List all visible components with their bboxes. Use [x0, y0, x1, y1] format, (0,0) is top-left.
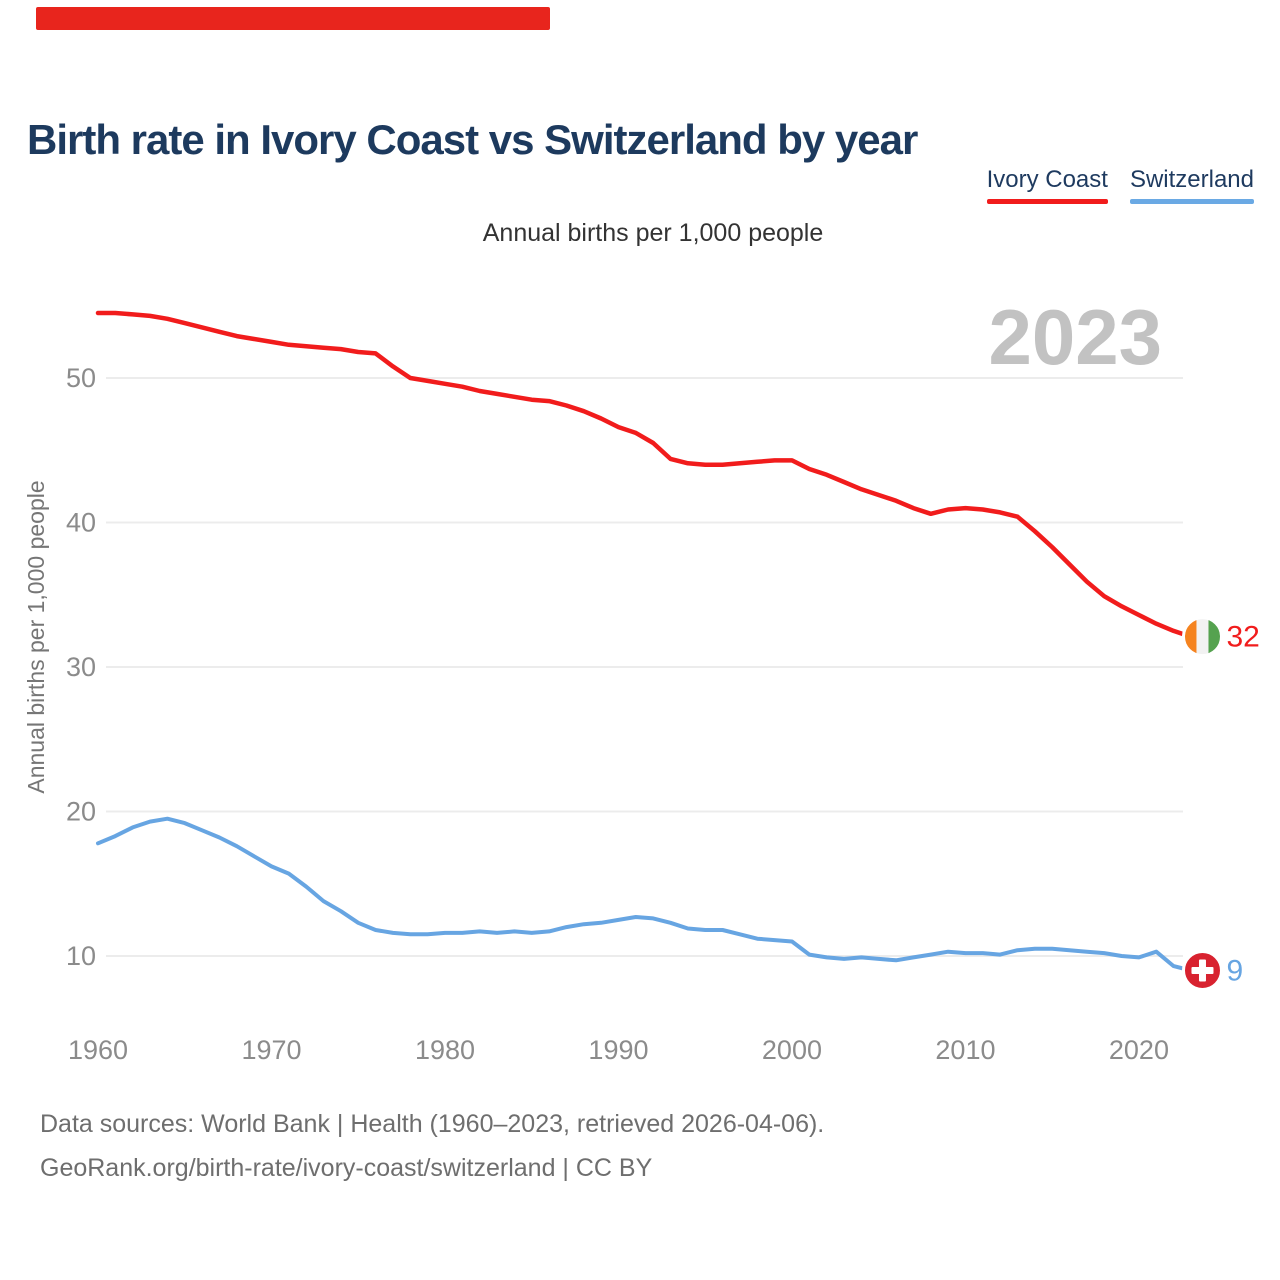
x-tick-2020: 2020	[1109, 1035, 1169, 1065]
footer-url-line: GeoRank.org/birth-rate/ivory-coast/switz…	[40, 1154, 653, 1182]
chart-unit-subtitle: Annual births per 1,000 people	[482, 219, 824, 247]
x-tick-1970: 1970	[241, 1035, 301, 1065]
y-tick-50: 50	[66, 363, 96, 393]
y-tick-30: 30	[66, 652, 96, 682]
legend-item-switzerland[interactable]: Switzerland	[1129, 166, 1254, 204]
y-tick-10: 10	[66, 941, 96, 971]
switzerland-end-value-label: 9	[1226, 954, 1243, 987]
legend-label-switzerland: Switzerland	[1129, 166, 1254, 193]
legend-underline-switzerland	[1129, 199, 1254, 204]
switzerland-line[interactable]	[96, 816, 1193, 973]
top-accent-bar	[36, 7, 550, 30]
x-tick-2000: 2000	[762, 1035, 822, 1065]
y-tick-40: 40	[66, 508, 96, 538]
x-tick-1960: 1960	[68, 1035, 128, 1065]
ivory-coast-line[interactable]	[95, 310, 1194, 639]
x-tick-1990: 1990	[588, 1035, 648, 1065]
switzerland-flag-icon	[1181, 949, 1223, 991]
footer-sources-line: Data sources: World Bank | Health (1960–…	[40, 1110, 825, 1138]
y-tick-20: 20	[66, 797, 96, 827]
legend-item-ivory-coast[interactable]: Ivory Coast	[986, 166, 1108, 204]
legend: Ivory Coast Switzerland	[986, 166, 1254, 204]
watermark-year: 2023	[988, 293, 1162, 381]
ivory-coast-end-value-label: 32	[1226, 621, 1259, 654]
ivory-coast-flag-icon	[1181, 616, 1223, 658]
x-tick-1980: 1980	[415, 1035, 475, 1065]
footer: Data sources: World Bank | Health (1960–…	[40, 1102, 824, 1190]
legend-underline-ivory-coast	[986, 199, 1108, 204]
page-title: Birth rate in Ivory Coast vs Switzerland…	[27, 116, 918, 164]
legend-label-ivory-coast: Ivory Coast	[986, 166, 1108, 193]
y-axis-label: Annual births per 1,000 people	[23, 480, 49, 793]
x-tick-2010: 2010	[935, 1035, 995, 1065]
